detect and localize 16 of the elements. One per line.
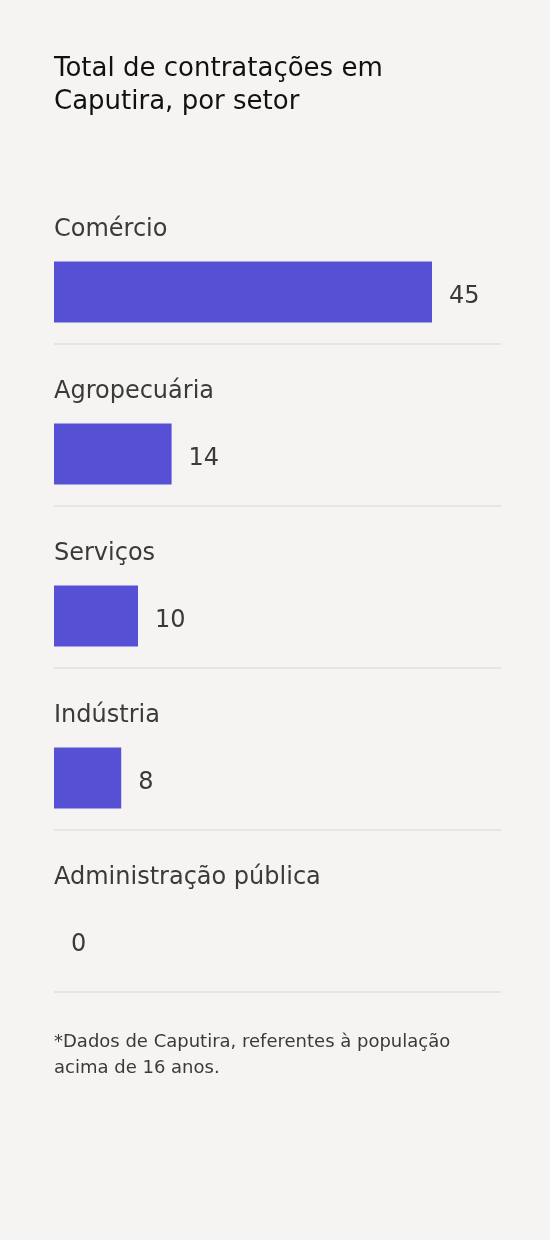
data-label: 45 [449,281,480,309]
bar [54,747,122,809]
data-label: 0 [71,929,87,957]
data-label: 14 [188,443,220,471]
y-tick-label: Serviços [54,538,156,566]
bar [54,423,172,485]
y-tick-label: Comércio [54,214,168,242]
data-label: 10 [155,605,186,633]
y-tick-label: Indústria [54,700,160,728]
chart-title: Total de contratações em Caputira, por setor [53,52,383,115]
text: *Dados de Caputira, referentes à população acima de 16 anos. [54,1030,451,1077]
data-label: 8 [138,767,154,795]
y-tick-label: Administração pública [54,862,321,890]
y-tick-label: Agropecuária [54,376,215,404]
bar [54,585,138,647]
bar [54,261,432,323]
